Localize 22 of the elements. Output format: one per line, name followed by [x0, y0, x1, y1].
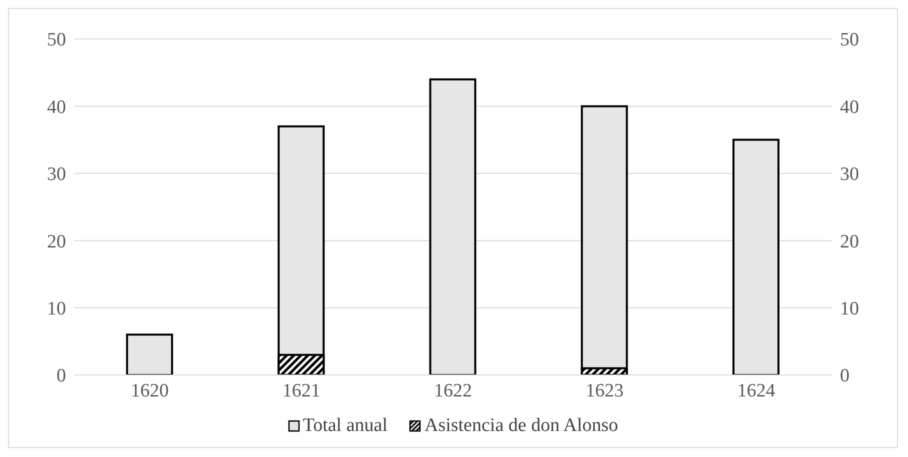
bar: [732, 138, 780, 375]
x-tick-label: 1620: [130, 380, 169, 402]
legend-label: Total anual: [302, 415, 388, 437]
y2-tick-label: 50: [840, 30, 859, 51]
bar: [126, 334, 174, 375]
y-tick-label: 0: [56, 366, 66, 387]
y-tick-label: 40: [47, 96, 66, 118]
x-tick-label: 1621: [282, 380, 320, 402]
y-tick-label: 50: [47, 30, 66, 51]
x-tick-label: 1623: [586, 380, 624, 402]
y-tick-label: 10: [47, 298, 66, 320]
y-tick-label: 30: [47, 164, 66, 186]
x-tick-label: 1624: [737, 380, 776, 402]
bar: [429, 78, 476, 375]
y2-tick-label: 20: [840, 231, 859, 252]
text: Asistencia de don Alonso: [424, 415, 618, 437]
y2-tick-label: 40: [840, 96, 859, 118]
y2-tick-label: 30: [840, 164, 859, 186]
y-tick-label: 20: [47, 231, 66, 252]
x-tick-label: 1622: [434, 380, 472, 402]
y2-tick-label: 0: [840, 366, 850, 387]
y2-tick-label: 10: [840, 298, 859, 320]
